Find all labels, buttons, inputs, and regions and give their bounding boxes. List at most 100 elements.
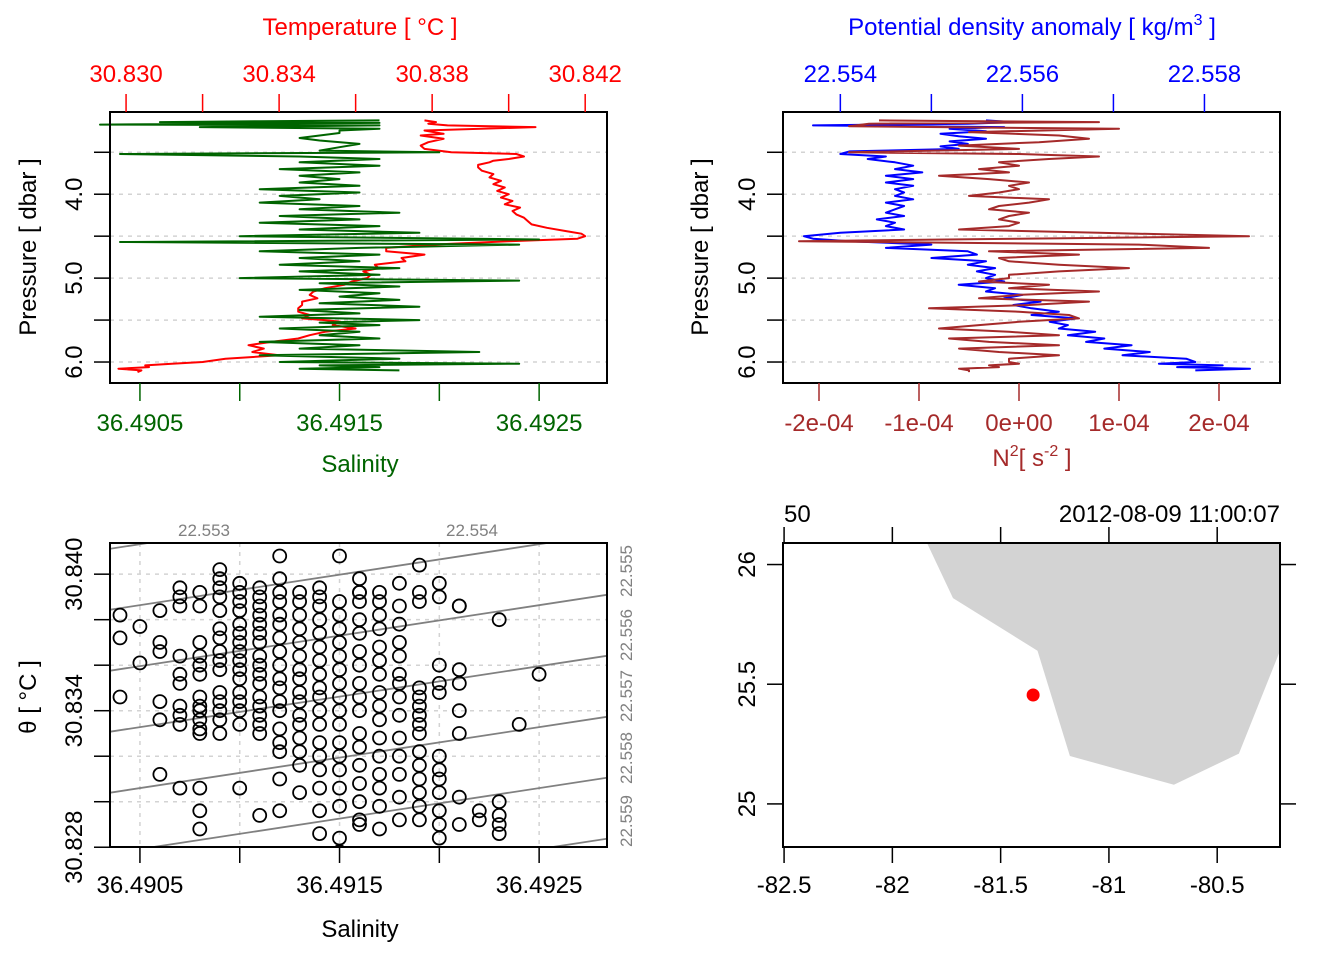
data-point — [411, 689, 427, 705]
data-point — [172, 589, 188, 605]
plot-frame — [782, 111, 1281, 384]
coastline-land — [927, 544, 1279, 785]
panel-station-map: -82.5 -82 -81.5 -81 -80.5 25 25.5 26 50 2012-0… — [734, 501, 1296, 899]
data-point — [411, 812, 427, 828]
bottom-axis-title-sup: 2 — [1010, 443, 1019, 460]
data-point — [272, 548, 288, 564]
data-point — [292, 662, 308, 678]
data-point — [431, 575, 447, 591]
tick-label: 26 — [734, 551, 761, 578]
tick-label: 6.0 — [61, 345, 88, 378]
tick-label: 4.0 — [61, 178, 88, 211]
data-point — [332, 780, 347, 796]
grid — [110, 543, 607, 848]
data-point — [212, 621, 228, 637]
isopycnal-line — [111, 594, 606, 672]
data-point — [212, 685, 228, 700]
tick-label: 4.0 — [734, 178, 761, 211]
tick-label: -81 — [1092, 872, 1127, 899]
data-point — [192, 635, 208, 650]
data-point — [272, 585, 288, 600]
data-point — [152, 712, 168, 728]
data-point — [252, 717, 268, 732]
data-point — [312, 803, 328, 819]
data-point — [94, 684, 107, 697]
data-point — [172, 666, 188, 682]
data-point — [372, 653, 387, 668]
tick-label: 30.840 — [61, 537, 88, 610]
data-point — [431, 657, 447, 673]
data-point — [292, 648, 308, 664]
tick-label: 30.842 — [548, 61, 621, 88]
data-point — [531, 666, 547, 682]
data-point — [372, 621, 387, 637]
plot-frame — [109, 111, 608, 384]
isopycnal-label: 22.558 — [617, 732, 636, 784]
plot-frame — [782, 542, 1281, 848]
land-polygon — [927, 544, 1279, 785]
data-point — [332, 717, 347, 732]
data-point — [212, 653, 228, 668]
data-point — [352, 817, 367, 832]
data-point — [252, 726, 268, 741]
top-axis-density: 22.554 22.556 22.558 — [804, 61, 1241, 112]
data-point — [312, 717, 328, 732]
bottom-axis-title-unit: [ s — [1019, 445, 1044, 472]
data-point — [431, 762, 447, 778]
data-point — [232, 644, 248, 659]
data-point — [232, 594, 248, 609]
data-point — [292, 585, 308, 600]
data-point — [132, 655, 148, 671]
left-axis-pressure: 4.0 5.0 6.0 — [61, 151, 110, 379]
data-point — [553, 0, 566, 7]
data-point — [252, 808, 268, 823]
data-point — [411, 680, 427, 696]
data-point — [212, 630, 228, 646]
data-point — [272, 594, 288, 609]
tick-label: 22.554 — [804, 61, 877, 88]
data-point — [312, 598, 328, 614]
data-point — [391, 748, 407, 764]
data-point — [431, 785, 447, 800]
data-point — [431, 830, 447, 846]
data-point — [352, 585, 367, 600]
bottom-axis-title-unit-sup: -2 — [1044, 443, 1058, 460]
data-point — [172, 707, 188, 723]
data-point — [232, 685, 248, 700]
data-point — [312, 589, 328, 605]
data-point — [232, 616, 248, 632]
data-point — [292, 730, 308, 746]
data-point — [391, 648, 407, 664]
data-point — [391, 789, 407, 805]
isopycnal-line — [154, 776, 606, 846]
data-point — [212, 603, 228, 618]
data-point — [352, 812, 367, 828]
station-marker[interactable] — [1026, 688, 1040, 702]
data-point — [352, 689, 367, 705]
data-point — [292, 594, 308, 609]
data-point — [391, 616, 407, 632]
data-point — [272, 735, 288, 750]
data-point — [451, 817, 467, 832]
tick-label: 30.834 — [242, 61, 315, 88]
data-point — [491, 817, 507, 832]
bottom-axis-title: Salinity — [321, 451, 398, 478]
data-point — [252, 625, 268, 641]
y-axis-latitude: 25 25.5 26 — [734, 551, 783, 817]
data-point — [192, 703, 208, 719]
data-point — [292, 785, 308, 800]
data-point — [372, 821, 387, 837]
data-point — [451, 676, 467, 691]
bottom-axis-title: N2[ s-2 ] — [992, 443, 1071, 472]
data-point — [112, 607, 128, 623]
data-point — [152, 635, 168, 650]
data-point — [431, 685, 447, 700]
data-point — [352, 644, 367, 659]
tick-label: 25.5 — [734, 661, 761, 708]
top-axis-title-close: ] — [1203, 14, 1216, 41]
data-point — [411, 771, 427, 787]
data-point — [252, 648, 268, 664]
data-point — [372, 798, 387, 814]
top-axis-temperature: 30.830 30.834 30.838 30.842 — [89, 61, 622, 112]
data-point — [411, 726, 427, 741]
